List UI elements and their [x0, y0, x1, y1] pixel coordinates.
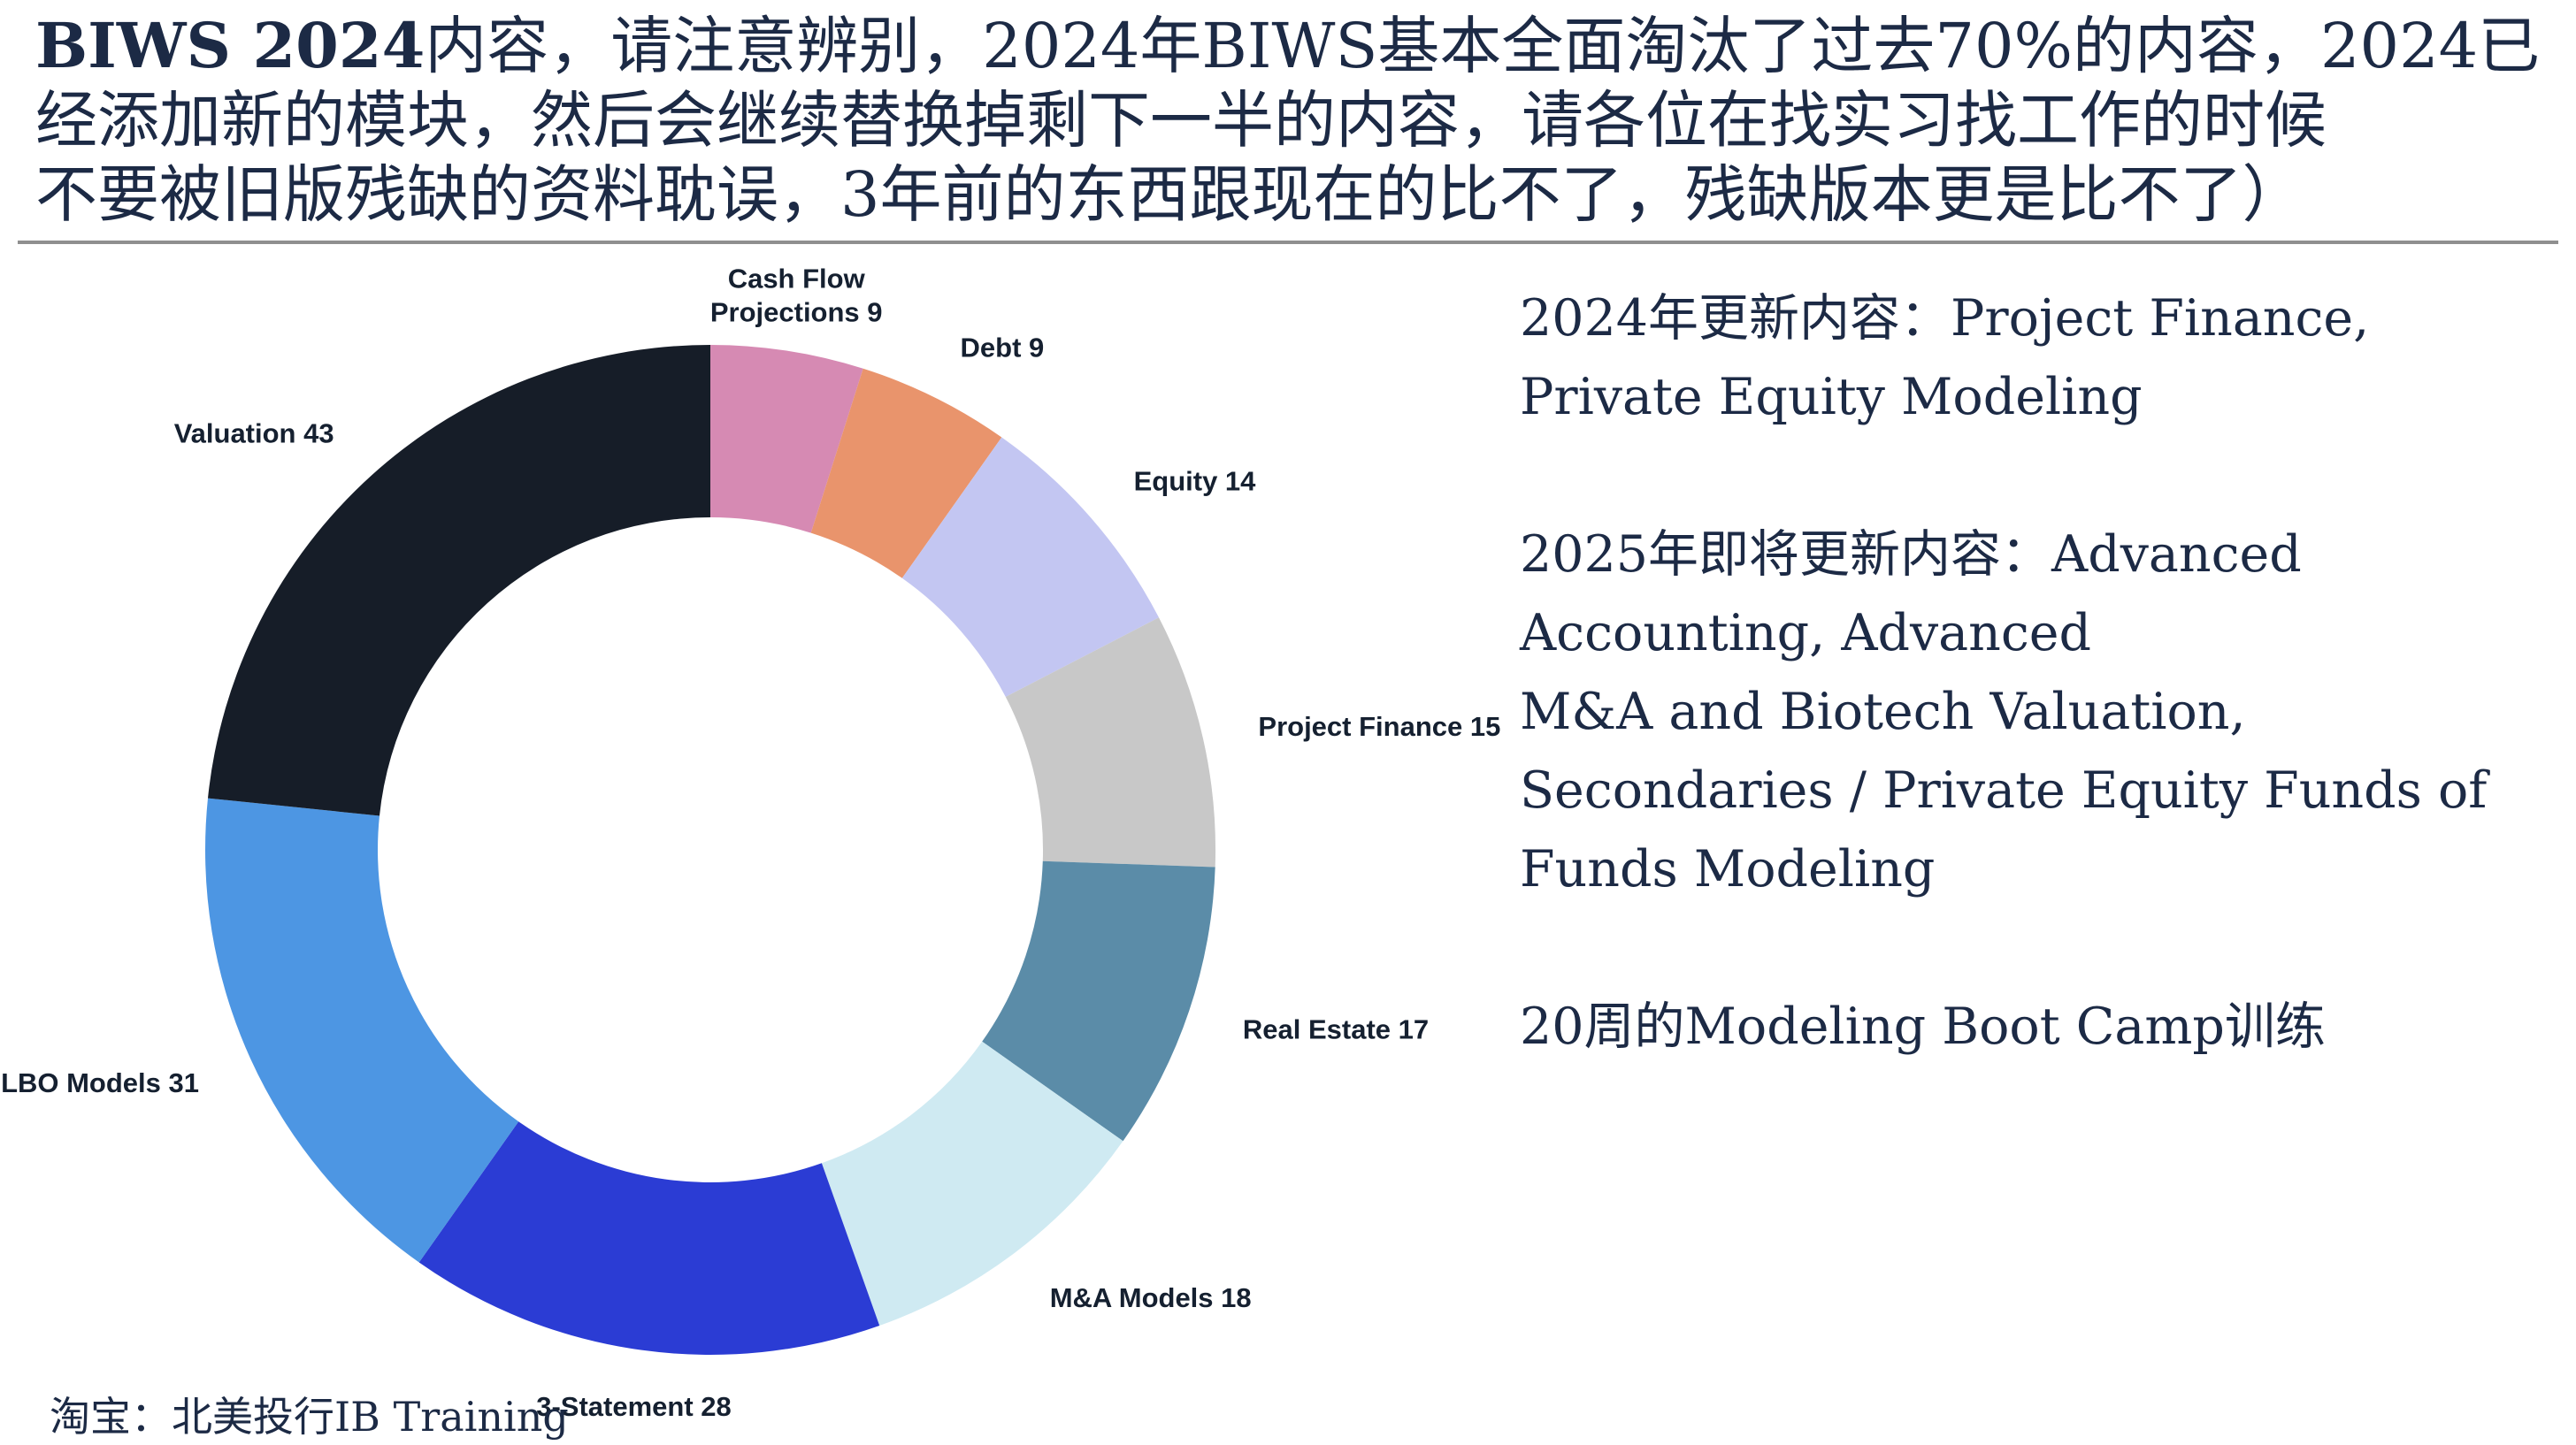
header-line-3: 不要被旧版残缺的资料耽误，3年前的东西跟现在的比不了，残缺版本更是比不了）	[35, 158, 2304, 231]
footer-taobao: 淘宝：北美投行IB Training	[50, 1393, 569, 1441]
header-line-1-rest: 内容，请注意辨别，2024年BIWS基本全面淘汰了过去70%的内容，2024已	[425, 10, 2541, 82]
note-2024-line-2: Private Equity Modeling	[1520, 368, 2143, 426]
header-line-1: BIWS 2024内容，请注意辨别，2024年BIWS基本全面淘汰了过去70%的…	[35, 9, 2540, 83]
header-note: BIWS 2024内容，请注意辨别，2024年BIWS基本全面淘汰了过去70%的…	[35, 9, 2540, 232]
slice-label-equity: Equity 14	[1134, 466, 1257, 497]
note-2025-line-5: Funds Modeling	[1520, 840, 1936, 898]
slice-label-valuation: Valuation 43	[174, 418, 334, 449]
notes-column: 2024年更新内容：Project Finance, Private Equit…	[1520, 279, 2569, 1067]
slice-label-3-statement: 3-Statement 28	[536, 1391, 732, 1422]
slice-label-debt: Debt 9	[961, 332, 1045, 363]
donut-slice-project-finance	[1005, 617, 1216, 868]
notes-gap	[1520, 909, 2569, 988]
donut-slice-cash-flow-projections	[710, 345, 863, 533]
slice-label-cash-flow-projections: Cash Flow Projections 9	[710, 264, 883, 328]
slice-label-project-finance: Project Finance 15	[1258, 711, 1500, 742]
note-2025-line-3: M&A and Biotech Valuation,	[1520, 683, 2246, 741]
note-bootcamp-line: 20周的Modeling Boot Camp训练	[1520, 998, 2326, 1056]
donut-slice-debt	[810, 368, 1002, 578]
note-2025-line-2: Accounting, Advanced	[1520, 604, 2092, 662]
note-2024-line-1: 2024年更新内容：Project Finance,	[1520, 289, 2370, 348]
slice-label-m-a-models: M&A Models 18	[1050, 1282, 1252, 1313]
slice-label-real-estate: Real Estate 17	[1243, 1013, 1429, 1044]
note-2025-line-1: 2025年即将更新内容：Advanced	[1520, 525, 2302, 584]
divider-line	[18, 241, 2558, 244]
donut-slice-real-estate	[982, 860, 1215, 1142]
note-2025-line-4: Secondaries / Private Equity Funds of	[1520, 761, 2488, 820]
donut-slice-valuation	[208, 345, 710, 816]
header-line-2: 经添加新的模块，然后会继续替换掉剩下一半的内容，请各位在找实习找工作的时候	[35, 84, 2327, 157]
slice-label-lbo-models: LBO Models 31	[1, 1067, 199, 1098]
donut-slice-m-a-models	[821, 1041, 1123, 1326]
donut-chart: Cash Flow Projections 9 Debt 9 Equity 14 Pro…	[1, 264, 1500, 1423]
notes-gap	[1520, 437, 2569, 516]
donut-slice-3-statement	[418, 1121, 880, 1355]
donut-slice-equity	[901, 437, 1159, 697]
header-bold-prefix: BIWS 2024	[35, 9, 426, 82]
donut-slice-lbo-models	[205, 798, 519, 1263]
